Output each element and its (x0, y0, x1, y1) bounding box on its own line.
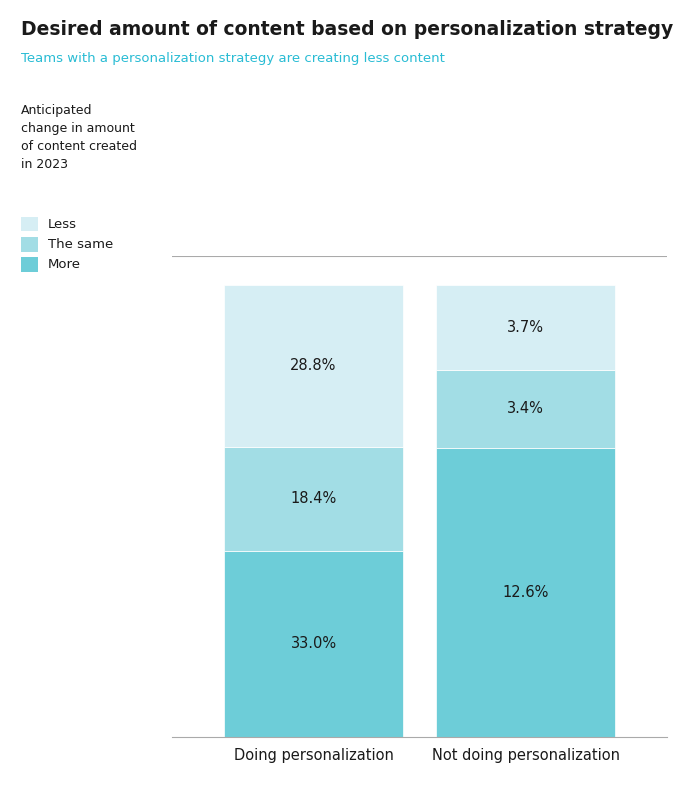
Bar (436, 369, 616, 448)
Text: Desired amount of content based on personalization strategy: Desired amount of content based on perso… (21, 20, 673, 39)
Text: 28.8%: 28.8% (290, 358, 336, 373)
Text: 18.4%: 18.4% (290, 491, 336, 506)
Text: 12.6%: 12.6% (503, 585, 549, 600)
Text: Anticipated
change in amount
of content created
in 2023: Anticipated change in amount of content … (21, 104, 137, 171)
Text: 3.7%: 3.7% (507, 320, 544, 335)
Text: Teams with a personalization strategy are creating less content: Teams with a personalization strategy ar… (21, 52, 444, 65)
Text: Less: Less (48, 218, 77, 231)
Text: More: More (48, 258, 81, 271)
Bar (224, 447, 403, 551)
Bar (436, 448, 616, 737)
Bar (436, 284, 616, 369)
Text: 33.0%: 33.0% (290, 636, 336, 651)
Bar (224, 284, 403, 447)
Bar (224, 551, 403, 737)
Text: 3.4%: 3.4% (507, 401, 544, 416)
Text: The same: The same (48, 238, 114, 251)
